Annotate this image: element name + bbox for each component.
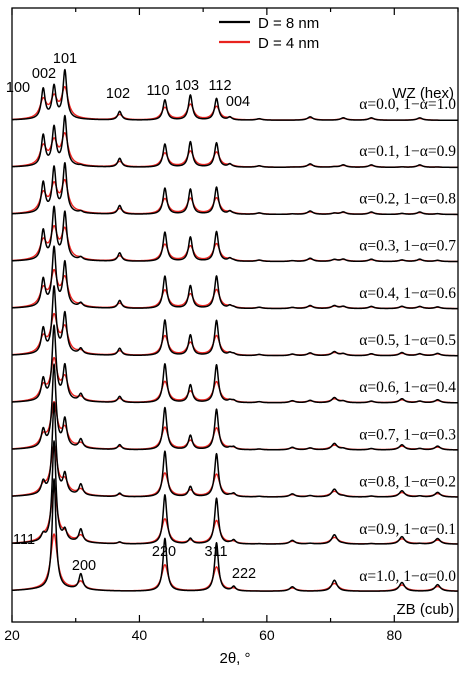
plot-frame <box>11 7 459 623</box>
alpha-label: α=0.8, 1−α=0.2 <box>359 474 456 491</box>
trace-group: α=0.7, 1−α=0.3 <box>11 363 459 451</box>
miller-index-zb: 220 <box>152 544 176 560</box>
x-tick-label: 20 <box>4 627 20 643</box>
trace-8nm <box>11 478 459 592</box>
traces-layer: α=0.0, 1−α=1.0 α=0.1, 1−α=0.9 α=0.2, 1−α=0… <box>11 68 459 592</box>
alpha-label: α=0.9, 1−α=0.1 <box>359 521 456 538</box>
legend-label: D = 4 nm <box>258 35 319 52</box>
miller-index-wz: 100 <box>6 80 30 96</box>
x-axis: 20 40 60 80 2θ, ° <box>4 8 459 667</box>
alpha-label: α=0.2, 1−α=0.8 <box>359 190 456 207</box>
miller-index-wz: 112 <box>208 78 231 94</box>
alpha-label: α=0.0, 1−α=1.0 <box>359 96 456 113</box>
trace-group: α=0.1, 1−α=0.9 <box>11 114 459 169</box>
legend: D = 8 nm D = 4 nm <box>219 15 319 52</box>
x-tick-label: 40 <box>132 627 148 643</box>
alpha-label: α=0.1, 1−α=0.9 <box>359 143 456 160</box>
trace-8nm <box>11 161 459 216</box>
miller-index-zb: 222 <box>232 566 256 582</box>
trace-group: α=0.0, 1−α=1.0 <box>11 68 459 121</box>
trace-8nm <box>11 68 459 121</box>
x-tick-label: 80 <box>386 627 402 643</box>
miller-index-zb: 311 <box>204 544 227 560</box>
trace-group: α=0.3, 1−α=0.7 <box>11 205 459 263</box>
trace-group: α=0.5, 1−α=0.5 <box>11 285 459 357</box>
trace-group: α=0.8, 1−α=0.2 <box>11 402 459 498</box>
alpha-label: α=0.5, 1−α=0.5 <box>359 332 456 349</box>
miller-index-wz: 110 <box>146 83 169 99</box>
legend-label: D = 8 nm <box>258 15 319 32</box>
miller-index-zb: 200 <box>72 558 96 574</box>
trace-group: α=0.4, 1−α=0.6 <box>11 245 459 310</box>
miller-index-wz: 103 <box>175 78 199 94</box>
trace-8nm <box>11 245 459 310</box>
alpha-label: α=0.3, 1−α=0.7 <box>359 238 456 255</box>
alpha-label: α=0.6, 1−α=0.4 <box>359 379 456 396</box>
miller-index-wz: 004 <box>226 94 250 110</box>
trace-group: α=1.0, 1−α=0.0 <box>11 478 459 592</box>
trace-8nm <box>11 324 459 404</box>
trace-group: α=0.2, 1−α=0.8 <box>11 161 459 216</box>
trace-8nm <box>11 440 459 545</box>
trace-group: α=0.9, 1−α=0.1 <box>11 440 459 545</box>
miller-index-wz: 002 <box>32 66 56 82</box>
trace-group: α=0.6, 1−α=0.4 <box>11 324 459 404</box>
trace-8nm <box>11 205 459 263</box>
alpha-label: α=0.7, 1−α=0.3 <box>359 426 456 443</box>
alpha-label: α=1.0, 1−α=0.0 <box>359 568 456 585</box>
miller-index-wz: 102 <box>106 86 130 102</box>
trace-8nm <box>11 114 459 169</box>
miller-index-wz: 101 <box>53 51 77 67</box>
phase-label-wz: WZ (hex) <box>392 85 454 102</box>
trace-8nm <box>11 285 459 357</box>
miller-index-zb: 111 <box>13 532 35 548</box>
trace-8nm <box>11 363 459 451</box>
x-axis-label: 2θ, ° <box>219 650 250 667</box>
trace-8nm <box>11 402 459 498</box>
alpha-label: α=0.4, 1−α=0.6 <box>359 285 456 302</box>
x-tick-label: 60 <box>259 627 275 643</box>
phase-label-zb: ZB (cub) <box>396 601 454 618</box>
